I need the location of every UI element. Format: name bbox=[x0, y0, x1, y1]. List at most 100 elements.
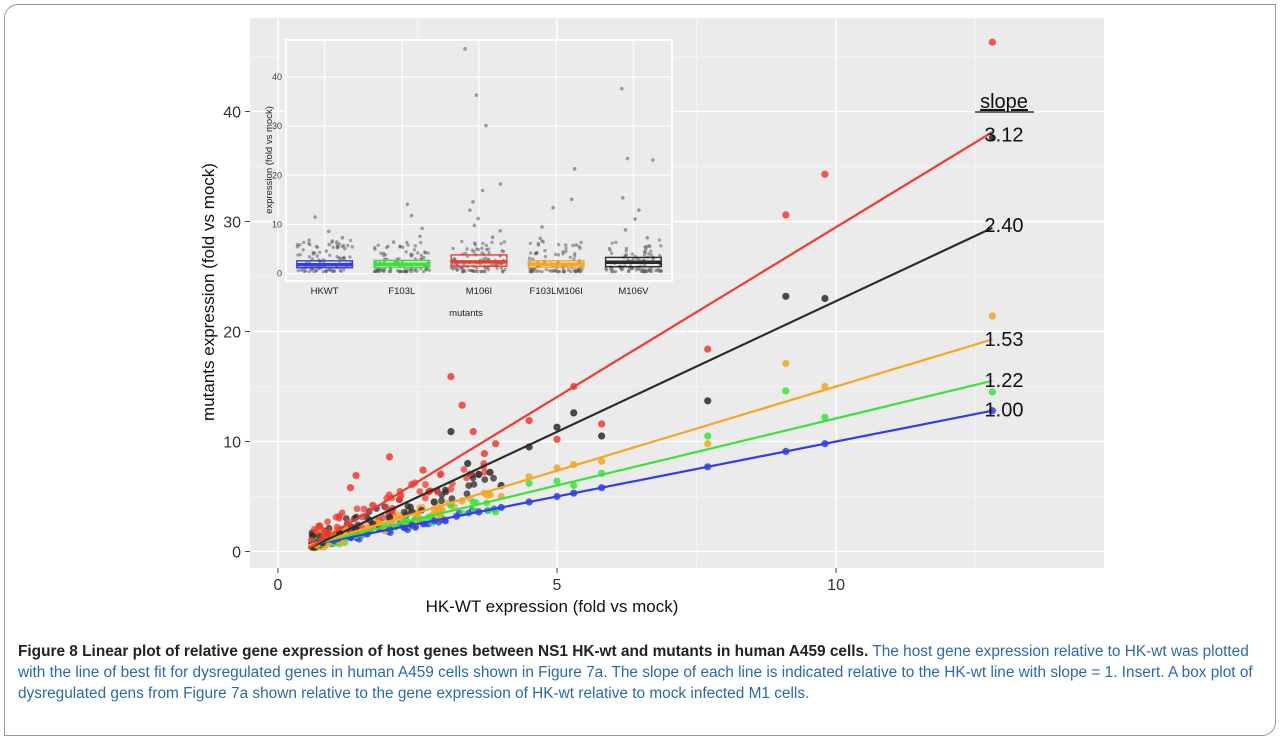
data-point bbox=[525, 479, 533, 487]
inset-data-point bbox=[609, 251, 614, 255]
inset-data-point bbox=[326, 229, 331, 234]
inset-data-point bbox=[405, 202, 410, 207]
inset-data-point bbox=[315, 245, 320, 249]
slope-legend-title: slope bbox=[980, 91, 1028, 113]
inset-data-point bbox=[568, 255, 572, 260]
inset-data-point bbox=[341, 243, 346, 248]
inset-data-point bbox=[472, 223, 477, 228]
inset-data-point bbox=[564, 249, 568, 254]
inset-data-point bbox=[555, 269, 559, 274]
inset-data-point bbox=[378, 269, 383, 273]
inset-data-point bbox=[481, 241, 485, 246]
data-point bbox=[419, 466, 427, 474]
inset-data-point bbox=[573, 269, 577, 274]
data-point bbox=[437, 470, 445, 478]
caption-body: The host gene expression relative to HK-… bbox=[18, 643, 1253, 702]
slope-label: 2.40 bbox=[985, 215, 1024, 237]
inset-data-point bbox=[645, 235, 650, 240]
slope-label: 3.12 bbox=[985, 125, 1024, 147]
y-axis-label: mutants expression (fold vs mock) bbox=[199, 163, 218, 421]
inset-data-point bbox=[626, 269, 631, 273]
inset-data-point bbox=[409, 213, 414, 218]
inset-data-point bbox=[346, 243, 350, 248]
inset-data-point bbox=[499, 266, 504, 270]
inset-data-point bbox=[391, 240, 396, 244]
inset-data-point bbox=[379, 251, 383, 255]
y-tick-label: 0 bbox=[232, 545, 241, 562]
inset-data-point bbox=[503, 267, 507, 272]
inset-data-point bbox=[483, 256, 488, 260]
inset-data-point bbox=[298, 253, 303, 257]
inset-data-point bbox=[637, 208, 641, 212]
data-point bbox=[553, 423, 561, 431]
inset-data-point bbox=[572, 253, 577, 258]
inset-data-point bbox=[419, 240, 423, 245]
x-tick-label: 0 bbox=[273, 577, 282, 594]
figure-canvas: 0 5 10 0 10 20 30 40 HK-WT expression (fold vs … bbox=[199, 18, 1104, 616]
inset-data-point bbox=[553, 252, 558, 257]
inset-data-point bbox=[556, 242, 561, 247]
x-tick-label: 10 bbox=[827, 577, 845, 594]
data-point bbox=[421, 494, 429, 502]
inset-data-point bbox=[343, 246, 347, 251]
inset-data-point bbox=[472, 269, 476, 274]
data-point bbox=[316, 522, 324, 530]
data-point bbox=[385, 453, 394, 461]
inset-data-point bbox=[413, 244, 417, 248]
inset-data-point bbox=[629, 267, 633, 271]
data-point bbox=[416, 488, 424, 495]
data-point bbox=[486, 468, 494, 476]
inset-data-point bbox=[645, 269, 649, 273]
data-point bbox=[346, 484, 355, 492]
data-point bbox=[570, 409, 578, 417]
inset-data-point bbox=[412, 248, 417, 252]
inset-data-point bbox=[480, 251, 484, 255]
inset-data-point bbox=[328, 253, 332, 258]
slope-label: 1.22 bbox=[985, 370, 1024, 392]
inset-data-point bbox=[620, 196, 625, 200]
inset-data-point bbox=[650, 158, 655, 162]
inset-data-point bbox=[337, 256, 341, 260]
inset-data-point bbox=[474, 93, 479, 97]
inset-data-point bbox=[490, 235, 495, 240]
data-point bbox=[458, 401, 466, 409]
inset-data-point bbox=[490, 240, 494, 244]
fit-line bbox=[308, 338, 993, 547]
inset-data-point bbox=[564, 246, 568, 251]
inset-data-point bbox=[479, 269, 484, 274]
inset-data-point bbox=[538, 236, 543, 241]
inset-data-point bbox=[463, 47, 467, 51]
inset-data-point bbox=[649, 249, 653, 253]
data-point bbox=[470, 480, 478, 488]
inset-data-point bbox=[472, 241, 477, 245]
inset-data-point bbox=[480, 246, 484, 250]
inset-data-point bbox=[474, 247, 479, 251]
inset-data-point bbox=[623, 228, 628, 232]
y-tick-label: 40 bbox=[223, 105, 241, 122]
inset-data-point bbox=[397, 269, 402, 274]
inset-data-point bbox=[551, 205, 555, 210]
data-point bbox=[460, 466, 468, 473]
inset-data-point bbox=[643, 245, 647, 249]
data-point bbox=[491, 508, 500, 516]
inset-data-point bbox=[330, 239, 334, 243]
inset-data-point bbox=[540, 225, 544, 229]
inset-data-point bbox=[469, 268, 473, 273]
data-point bbox=[821, 413, 829, 421]
inset-data-point bbox=[462, 262, 466, 267]
inset-data-point bbox=[424, 268, 429, 272]
inset-data-point bbox=[484, 123, 488, 128]
inset-data-point bbox=[339, 269, 343, 274]
inset-x-tick-label: M106V bbox=[618, 286, 649, 297]
inset-data-point bbox=[482, 269, 487, 274]
inset-data-point bbox=[569, 197, 574, 202]
inset-data-point bbox=[299, 268, 304, 272]
data-point bbox=[525, 417, 533, 425]
inset-data-point bbox=[611, 269, 615, 274]
inset-data-point bbox=[659, 244, 663, 248]
data-point bbox=[385, 491, 393, 499]
inset-data-point bbox=[531, 257, 535, 261]
inset-data-point bbox=[315, 254, 319, 258]
